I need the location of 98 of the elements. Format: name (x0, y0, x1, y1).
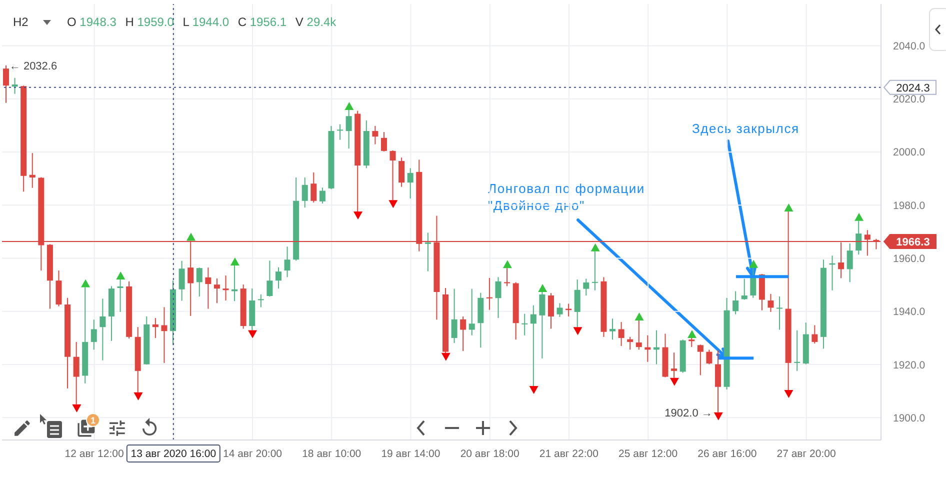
y-tick-label: 1980.0 (893, 200, 926, 212)
annotation: ← 2032.6 (9, 60, 58, 72)
y-tick-label: 2020.0 (893, 94, 926, 106)
candlestick (12, 77, 18, 94)
point (688, 330, 697, 338)
candlestick (548, 292, 554, 330)
candlestick (468, 288, 475, 336)
candlestick (56, 270, 62, 307)
candlestick (398, 157, 405, 188)
candlestick (100, 298, 106, 361)
y-tick-label: 1960.0 (893, 252, 926, 265)
candlestick (583, 278, 590, 296)
point (441, 352, 450, 361)
annotation: Здесь закрылся (692, 120, 800, 137)
candlestick (556, 302, 563, 318)
candlestick (178, 260, 185, 302)
y-tick-label: 1900.0 (893, 412, 926, 424)
candlestick (222, 275, 229, 302)
candlestick (522, 313, 528, 336)
candlestick (732, 290, 739, 315)
ref-line-label: 2024.3 (896, 82, 930, 94)
point (854, 212, 864, 221)
candlestick (768, 293, 774, 312)
point (72, 404, 82, 412)
candlestick (627, 336, 634, 350)
point (230, 257, 240, 266)
candlestick (460, 316, 466, 352)
candlestick (812, 324, 818, 344)
point (81, 279, 90, 288)
candlestick (697, 344, 704, 376)
point (573, 327, 582, 336)
x-tick-label: 21 авг 22:00 (539, 448, 599, 460)
candlestick (424, 232, 431, 272)
point (538, 284, 548, 292)
candlestick (618, 322, 624, 346)
candlestick (451, 288, 458, 344)
text: H2 (13, 15, 29, 29)
x-tick-label: 19 авг 14:00 (381, 448, 440, 460)
candlestick (266, 260, 273, 298)
annotation: 1 (90, 416, 96, 426)
candlestick (706, 349, 712, 365)
candlestick (794, 330, 800, 372)
candlestick (495, 276, 502, 319)
point (634, 312, 644, 320)
candlestick (610, 318, 616, 340)
annotation: 1902.0 → (664, 407, 712, 420)
point (784, 390, 794, 398)
candlestick (741, 278, 748, 300)
x-tick-label: 14 авг 20:00 (222, 448, 282, 460)
candlestick (258, 294, 264, 308)
candlestick (196, 267, 202, 298)
point (186, 232, 196, 241)
point (134, 392, 143, 400)
candlestick (90, 319, 97, 350)
point (590, 243, 600, 252)
point (353, 211, 362, 220)
x-tick-label: 18 авг 10:00 (302, 448, 362, 460)
x-tick-label: 25 авг 12:00 (618, 448, 678, 460)
ref-line-label: 1966.3 (896, 236, 930, 249)
point (502, 260, 512, 268)
point (344, 102, 354, 110)
point (116, 272, 126, 280)
x-tick-label: 20 авг 18:00 (460, 448, 520, 460)
candlestick (302, 176, 308, 208)
point (670, 378, 679, 386)
y-tick-label: 1920.0 (893, 359, 926, 372)
candlestick (319, 187, 326, 204)
candlestick (275, 266, 282, 290)
candlestick (566, 303, 572, 317)
point (248, 330, 258, 338)
candlestick (846, 242, 853, 283)
point (388, 200, 398, 208)
candlestick (284, 246, 290, 278)
x-tick-label: 26 авг 16:00 (698, 448, 757, 460)
text: O 1948.3 H 1959.0 L 1944.0 C 1956.1 V 29.4k (67, 15, 336, 29)
candlestick (337, 124, 344, 140)
candlestick (407, 168, 414, 199)
point (749, 260, 758, 268)
x-tick-label: 27 авг 20:00 (776, 448, 836, 460)
candlestick (152, 318, 158, 338)
candlestick (776, 296, 783, 330)
point (784, 204, 794, 212)
point (529, 386, 538, 394)
candlestick (486, 277, 492, 310)
y-tick-label: 2000.0 (893, 146, 926, 159)
candlestick (29, 152, 36, 188)
x-tick-label: 13 авг 2020 16:00 (130, 448, 216, 460)
candlestick (372, 125, 378, 145)
x-tick-label: 12 авг 12:00 (64, 448, 124, 460)
y-tick-label: 1940.0 (893, 306, 926, 318)
candlestick (380, 132, 387, 152)
candlestick (205, 267, 212, 310)
candlestick (214, 278, 220, 304)
candlestick (310, 172, 317, 203)
candlestick (3, 64, 9, 104)
candlestick (161, 306, 168, 364)
point (714, 412, 723, 420)
y-tick-label: 2040.0 (893, 40, 926, 52)
